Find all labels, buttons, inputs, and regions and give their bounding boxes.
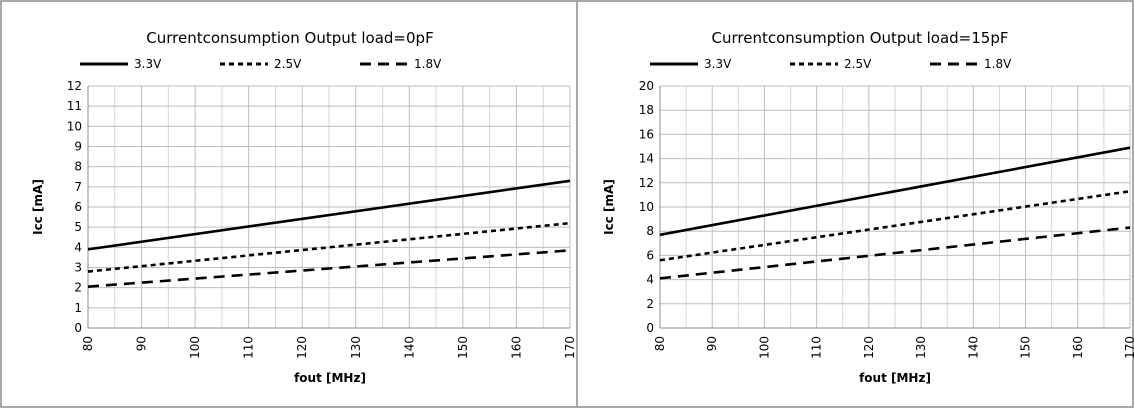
y-tick-label: 8 <box>646 224 654 238</box>
legend-label: 2.5V <box>844 57 872 71</box>
series-line-2.5V <box>659 189 1131 262</box>
y-tick-label: 5 <box>74 220 82 234</box>
y-tick-label: 4 <box>74 240 82 254</box>
y-tick-label: 6 <box>74 200 82 214</box>
y-tick-label: 16 <box>639 127 654 141</box>
y-tick-label: 0 <box>646 321 654 335</box>
legend-label: 1.8V <box>414 57 442 71</box>
legend-label: 3.3V <box>704 57 732 71</box>
y-tick-label: 0 <box>74 321 82 335</box>
chart-panel-2: Currentconsumption Output load=15pF 3.3V 2… <box>602 29 1134 385</box>
y-tick-label: 12 <box>639 176 654 190</box>
x-tick-label: 160 <box>509 336 523 359</box>
y-tick-label: 3 <box>74 261 82 275</box>
x-tick-label: 120 <box>295 336 309 359</box>
x-tick-label: 90 <box>705 336 719 351</box>
y-tick-label: 2 <box>74 281 82 295</box>
legend: 3.3V 2.5V 1.8V <box>650 57 1012 71</box>
x-tick-label: 170 <box>1123 336 1134 359</box>
y-tick-label: 12 <box>67 79 82 93</box>
legend: 3.3V 2.5V 1.8V <box>80 57 442 71</box>
chart-title: Currentconsumption Output load=0pF <box>146 29 433 47</box>
y-tick-label: 4 <box>646 273 654 287</box>
legend-label: 1.8V <box>984 57 1012 71</box>
x-tick-label: 80 <box>81 336 95 351</box>
y-axis-label: Icc [mA] <box>31 179 45 235</box>
x-tick-label: 160 <box>1071 336 1085 359</box>
y-tick-label: 11 <box>67 99 82 113</box>
y-tick-label: 1 <box>74 301 82 315</box>
x-tick-label: 130 <box>914 336 928 359</box>
y-tick-label: 6 <box>646 248 654 262</box>
x-tick-label: 150 <box>456 336 470 359</box>
x-tick-label: 80 <box>653 336 667 351</box>
series-line-3.3V <box>87 179 571 251</box>
series-line-3.3V <box>659 146 1131 237</box>
y-tick-label: 7 <box>74 180 82 194</box>
series-line-1.8V <box>659 226 1131 280</box>
y-tick-label: 10 <box>639 200 654 214</box>
series-line-1.8V <box>87 249 571 288</box>
x-axis-label: fout [MHz] <box>294 371 366 385</box>
x-tick-label: 150 <box>1019 336 1033 359</box>
x-tick-label: 100 <box>188 336 202 359</box>
legend-label: 2.5V <box>274 57 302 71</box>
x-tick-label: 110 <box>242 336 256 359</box>
x-tick-label: 110 <box>810 336 824 359</box>
x-tick-label: 90 <box>135 336 149 351</box>
y-axis-label: Icc [mA] <box>602 179 616 235</box>
y-tick-label: 18 <box>639 103 654 117</box>
y-tick-label: 2 <box>646 297 654 311</box>
x-tick-label: 130 <box>349 336 363 359</box>
y-tick-label: 9 <box>74 140 82 154</box>
chart-panel-1: Currentconsumption Output load=0pF 3.3V 2.… <box>31 29 577 385</box>
y-tick-label: 20 <box>639 79 654 93</box>
y-tick-label: 14 <box>639 152 654 166</box>
y-tick-label: 10 <box>67 119 82 133</box>
x-tick-label: 100 <box>757 336 771 359</box>
y-tick-label: 8 <box>74 160 82 174</box>
x-tick-label: 170 <box>563 336 577 359</box>
x-tick-label: 140 <box>966 336 980 359</box>
x-tick-label: 140 <box>402 336 416 359</box>
x-axis-label: fout [MHz] <box>859 371 931 385</box>
x-tick-label: 120 <box>862 336 876 359</box>
legend-label: 3.3V <box>134 57 162 71</box>
chart-title: Currentconsumption Output load=15pF <box>712 29 1009 47</box>
